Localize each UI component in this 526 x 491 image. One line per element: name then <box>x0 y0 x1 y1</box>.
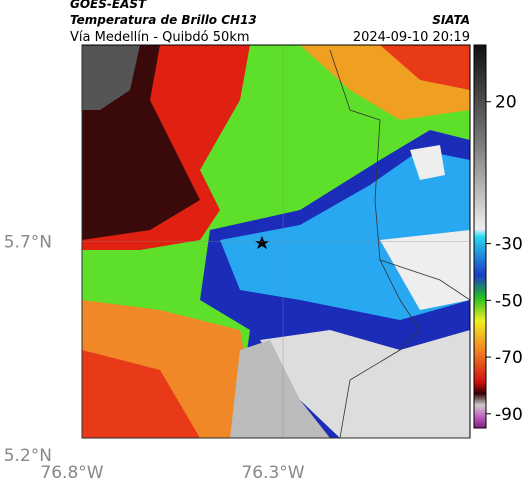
colorbar-tick-label: -70 <box>495 348 523 368</box>
satellite-image <box>82 45 470 438</box>
lon-tick-label: 76.8°W <box>40 463 103 483</box>
colorbar-tick-label: -50 <box>495 291 523 311</box>
colorbar-tick-label: 20 <box>495 93 517 113</box>
colorbar <box>473 44 487 429</box>
source: GOES-EAST <box>70 0 147 11</box>
org: SIATA <box>432 13 470 27</box>
lon-tick-label: 76.3°W <box>241 463 304 483</box>
city-marker <box>255 236 269 249</box>
title: Temperatura de Brillo CH13 <box>70 13 257 27</box>
datetime: 2024-09-10 20:19 <box>353 30 470 45</box>
route: Vía Medellín - Quibdó 50km <box>70 30 250 45</box>
lat-tick-label: 5.7°N <box>4 233 52 253</box>
colorbar-tick-label: -30 <box>495 235 523 255</box>
colorbar-tick-label: -90 <box>495 405 523 425</box>
lat-tick-label: 5.2°N <box>4 446 52 466</box>
